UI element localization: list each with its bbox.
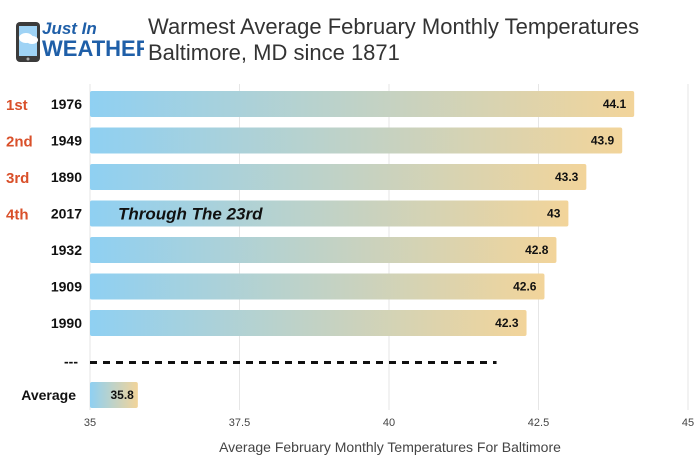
x-tick-label: 42.5 — [528, 417, 549, 429]
category-label: 1949 — [51, 133, 82, 149]
data-label: 42.3 — [495, 316, 519, 330]
bar-average — [90, 382, 138, 408]
x-tick-label: 37.5 — [229, 417, 250, 429]
bar-1890 — [90, 164, 587, 190]
bar-1909 — [90, 273, 545, 300]
category-label: 1932 — [51, 242, 82, 258]
data-label: 43.3 — [555, 170, 579, 184]
data-label: 35.8 — [110, 388, 134, 402]
category-label: 1990 — [51, 315, 82, 331]
bar-1990 — [90, 310, 527, 336]
rank-label: 1st — [6, 97, 28, 114]
category-label: 2017 — [51, 206, 82, 222]
rank-label: 4th — [6, 207, 29, 224]
rank-label: 2nd — [6, 134, 33, 151]
x-tick-label: 40 — [383, 417, 395, 429]
category-label: 1909 — [51, 279, 82, 295]
bar-annotation: Through The 23rd — [118, 205, 263, 224]
x-tick-label: 35 — [84, 417, 96, 429]
bar-2017 — [90, 200, 569, 227]
bar-1949 — [90, 127, 623, 154]
category-label: Average — [21, 387, 76, 403]
data-label: 43 — [547, 207, 561, 221]
separator-label: --- — [64, 354, 78, 370]
category-label: 1890 — [51, 169, 82, 185]
data-label: 42.8 — [525, 243, 549, 257]
data-label: 42.6 — [513, 280, 537, 294]
data-label: 44.1 — [603, 97, 627, 111]
category-label: 1976 — [51, 96, 82, 112]
chart-title-block: Warmest Average February Monthly Tempera… — [148, 14, 639, 66]
chart-subtitle: Baltimore, MD since 1871 — [148, 40, 400, 65]
logo-line2: WEATHER — [42, 36, 144, 61]
logo-line1: Just In — [42, 19, 97, 38]
data-label: 43.9 — [591, 134, 615, 148]
rank-label: 3rd — [6, 170, 29, 187]
x-tick-label: 45 — [682, 417, 694, 429]
x-axis-label: Average February Monthly Temperatures Fo… — [219, 439, 561, 455]
just-in-weather-logo: Just In WEATHER — [16, 19, 144, 62]
chart-title: Warmest Average February Monthly Tempera… — [148, 14, 640, 39]
bar-1932 — [90, 237, 557, 263]
bar-1976 — [90, 91, 635, 117]
